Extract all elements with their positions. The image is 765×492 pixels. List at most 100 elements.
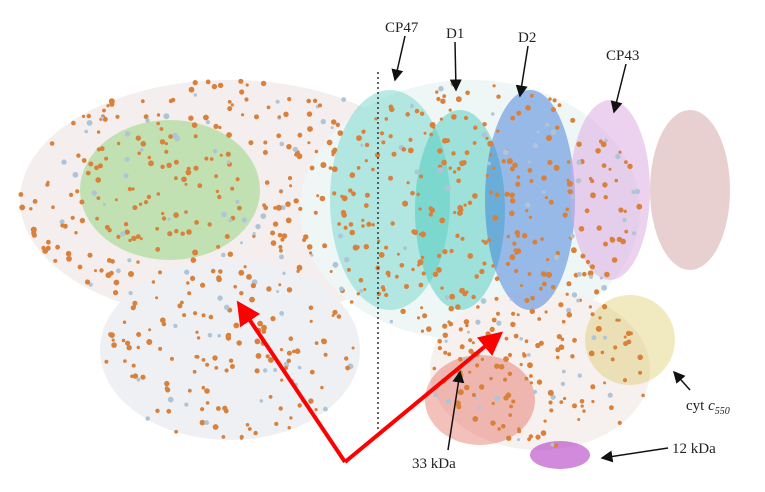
sphere bbox=[591, 312, 595, 316]
sphere bbox=[331, 150, 335, 154]
sphere bbox=[120, 231, 125, 236]
sphere bbox=[102, 109, 106, 113]
sphere bbox=[288, 426, 291, 429]
sphere bbox=[137, 346, 140, 349]
sphere bbox=[244, 265, 247, 268]
sphere bbox=[320, 386, 323, 389]
sphere bbox=[253, 431, 257, 435]
sphere bbox=[88, 162, 93, 167]
sphere bbox=[551, 443, 555, 447]
sphere bbox=[109, 102, 114, 107]
sphere bbox=[567, 181, 573, 187]
sphere bbox=[610, 237, 614, 241]
sphere bbox=[566, 293, 569, 296]
sphere bbox=[439, 218, 445, 224]
sphere bbox=[460, 344, 465, 349]
sphere bbox=[76, 153, 80, 157]
sphere bbox=[204, 157, 208, 161]
protein-structure bbox=[19, 79, 731, 469]
sphere bbox=[449, 294, 455, 300]
sphere bbox=[598, 316, 601, 319]
sphere bbox=[211, 269, 216, 274]
sphere bbox=[561, 338, 565, 342]
sphere bbox=[473, 126, 477, 130]
sphere bbox=[184, 270, 189, 275]
sphere bbox=[157, 113, 160, 116]
sphere bbox=[464, 116, 468, 120]
sphere bbox=[349, 222, 354, 227]
sphere bbox=[273, 221, 278, 226]
sphere bbox=[590, 192, 596, 198]
sphere bbox=[187, 291, 191, 295]
sphere bbox=[415, 109, 420, 114]
sphere bbox=[349, 230, 355, 236]
sphere bbox=[116, 235, 120, 239]
sphere bbox=[132, 205, 137, 210]
sphere bbox=[415, 170, 420, 175]
sphere bbox=[580, 399, 585, 404]
sphere bbox=[592, 335, 597, 340]
sphere bbox=[601, 351, 605, 355]
sphere bbox=[533, 143, 538, 148]
sphere bbox=[331, 119, 336, 124]
sphere bbox=[270, 231, 275, 236]
sphere bbox=[167, 231, 172, 236]
sphere bbox=[237, 206, 242, 211]
sphere bbox=[618, 421, 622, 425]
sphere bbox=[509, 211, 515, 217]
sphere bbox=[491, 112, 494, 115]
sphere bbox=[402, 147, 407, 152]
sphere bbox=[255, 224, 260, 229]
region bbox=[100, 260, 360, 440]
label-d2: D2 bbox=[518, 30, 536, 46]
sphere bbox=[508, 353, 512, 357]
sphere bbox=[551, 107, 556, 112]
sphere bbox=[359, 289, 363, 293]
sphere bbox=[548, 390, 554, 396]
sphere bbox=[318, 103, 322, 107]
sphere bbox=[472, 193, 478, 199]
sphere bbox=[45, 183, 49, 187]
sphere bbox=[278, 245, 282, 249]
sphere bbox=[561, 382, 565, 386]
sphere bbox=[169, 99, 173, 103]
sphere bbox=[212, 355, 217, 360]
sphere bbox=[520, 363, 523, 366]
sphere bbox=[453, 211, 456, 214]
sphere bbox=[449, 109, 452, 112]
sphere bbox=[562, 370, 566, 374]
sphere bbox=[79, 200, 84, 205]
sphere bbox=[246, 423, 250, 427]
sphere bbox=[589, 275, 593, 279]
sphere bbox=[481, 298, 487, 304]
sphere bbox=[278, 283, 281, 286]
sphere bbox=[197, 336, 200, 339]
sphere bbox=[636, 204, 642, 210]
sphere bbox=[509, 405, 513, 409]
sphere bbox=[286, 218, 292, 224]
sphere bbox=[490, 420, 495, 425]
sphere bbox=[527, 437, 531, 441]
sphere bbox=[216, 190, 219, 193]
sphere bbox=[481, 132, 487, 138]
sphere bbox=[351, 191, 356, 196]
sphere bbox=[132, 301, 137, 306]
sphere bbox=[549, 408, 553, 412]
sphere bbox=[511, 312, 515, 316]
sphere bbox=[510, 298, 513, 301]
sphere bbox=[86, 171, 91, 176]
sphere bbox=[216, 406, 221, 411]
sphere bbox=[359, 278, 364, 283]
sphere bbox=[527, 353, 531, 357]
sphere bbox=[585, 208, 590, 213]
sphere bbox=[197, 183, 202, 188]
sphere bbox=[591, 400, 594, 403]
sphere bbox=[202, 358, 206, 362]
sphere bbox=[438, 346, 442, 350]
sphere bbox=[437, 339, 442, 344]
sphere bbox=[419, 175, 423, 179]
sphere bbox=[214, 174, 218, 178]
sphere bbox=[246, 83, 249, 86]
sphere bbox=[611, 357, 615, 361]
sphere bbox=[464, 385, 470, 391]
